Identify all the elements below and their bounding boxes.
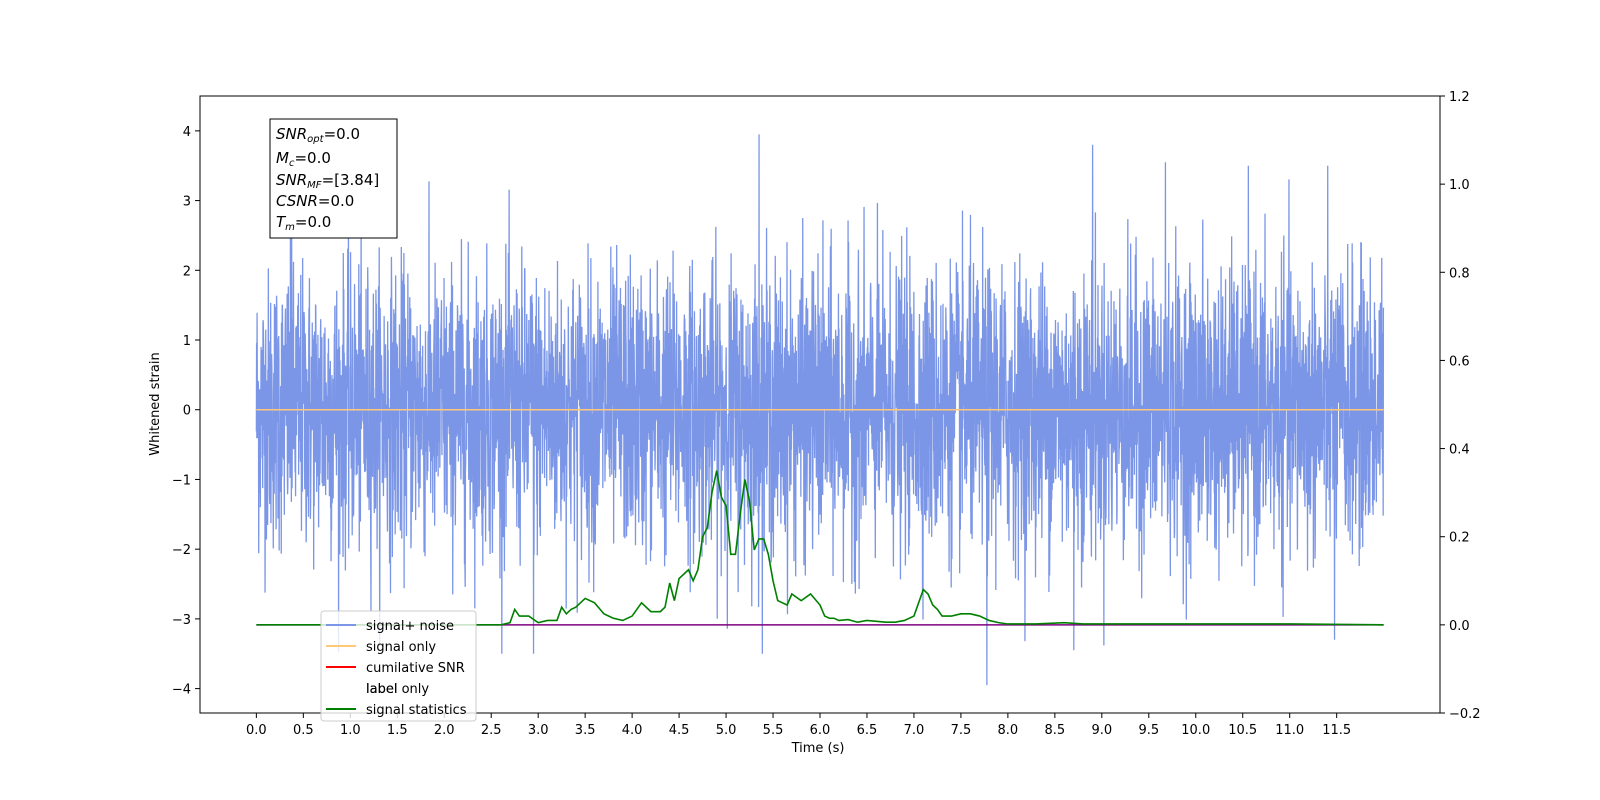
annotation-subscript: MF bbox=[307, 180, 322, 191]
x-tick-label: 9.5 bbox=[1138, 723, 1159, 738]
annotation-subscript: opt bbox=[307, 134, 324, 145]
y2-tick-label: −0.2 bbox=[1449, 707, 1481, 722]
x-tick-label: 11.5 bbox=[1322, 723, 1351, 738]
x-tick-label: 0.0 bbox=[246, 723, 267, 738]
y2-tick-label: 0.6 bbox=[1449, 354, 1470, 369]
y-tick-label: −4 bbox=[172, 683, 191, 698]
annotation-subscript: c bbox=[289, 158, 295, 169]
y-tick-label: 4 bbox=[183, 125, 191, 140]
x-tick-label: 5.0 bbox=[716, 723, 737, 738]
x-tick-label: 5.5 bbox=[763, 723, 784, 738]
y-axis-label: Whitened strain bbox=[148, 352, 163, 455]
x-tick-label: 6.0 bbox=[810, 723, 831, 738]
y-tick-label: 1 bbox=[183, 334, 191, 349]
y2-tick-label: 1.2 bbox=[1449, 90, 1470, 105]
plot-area bbox=[255, 123, 1385, 686]
annotation-symbol: M bbox=[276, 149, 289, 167]
x-tick-label: 4.5 bbox=[669, 723, 690, 738]
x-axis: 0.0 0.5 1.0 1.5 2.0 2.5 3.0 3.5 4.0 4.5 5.0 5.5 6.0 6… bbox=[246, 713, 1351, 738]
annotation-value: =[3.84] bbox=[322, 171, 380, 189]
y-tick-label: 2 bbox=[183, 264, 191, 279]
annotation-line: SNRopt=0.0 bbox=[276, 125, 360, 145]
y2-tick-label: 0.0 bbox=[1449, 619, 1470, 634]
annotation-value: =0.0 bbox=[295, 213, 331, 231]
annotation-line: Mc=0.0 bbox=[276, 149, 331, 169]
annotation-line: Tm=0.0 bbox=[276, 213, 331, 233]
annotation-line: SNRMF=[3.84] bbox=[276, 171, 379, 191]
legend-label: signal statistics bbox=[366, 703, 467, 718]
annotation-value: =0.0 bbox=[318, 192, 354, 210]
y2-tick-label: 0.4 bbox=[1449, 443, 1470, 458]
x-tick-label: 6.5 bbox=[857, 723, 878, 738]
annotation-box: SNRopt=0.0Mc=0.0SNRMF=[3.84]CSNR=0.0Tm=0… bbox=[269, 118, 398, 239]
legend-label: cumilative SNR bbox=[366, 661, 465, 676]
annotation-symbol: SNR bbox=[276, 125, 307, 143]
y-tick-label: 0 bbox=[183, 404, 191, 419]
y-axis-left: 4 3 2 1 0 −1 −2 −3 −4 bbox=[172, 125, 200, 698]
series-signal-statistics-line bbox=[256, 470, 1384, 626]
x-tick-label: 1.5 bbox=[387, 723, 408, 738]
legend-label: signal only bbox=[366, 640, 436, 655]
annotation-symbol: CSNR bbox=[276, 192, 318, 210]
y2-tick-label: 0.2 bbox=[1449, 531, 1470, 546]
y-tick-label: 3 bbox=[183, 195, 191, 210]
y-tick-label: −1 bbox=[172, 473, 191, 488]
x-tick-label: 7.0 bbox=[904, 723, 925, 738]
x-tick-label: 7.5 bbox=[951, 723, 972, 738]
x-tick-label: 1.0 bbox=[340, 723, 361, 738]
x-tick-label: 9.0 bbox=[1091, 723, 1112, 738]
x-tick-label: 10.5 bbox=[1228, 723, 1257, 738]
annotation-value: =0.0 bbox=[324, 125, 360, 143]
x-tick-label: 3.0 bbox=[528, 723, 549, 738]
annotation-line: CSNR=0.0 bbox=[276, 192, 354, 210]
annotation-value: =0.0 bbox=[294, 149, 330, 167]
x-tick-label: 3.5 bbox=[575, 723, 596, 738]
x-tick-label: 8.5 bbox=[1045, 723, 1066, 738]
annotation-subscript: m bbox=[285, 222, 295, 233]
legend: signal+ noise signal only cumilative SNR la… bbox=[320, 610, 477, 722]
annotation-symbol: SNR bbox=[276, 171, 307, 189]
annotation-symbol: T bbox=[276, 213, 287, 231]
y-axis-right: 1.2 1.0 0.8 0.6 0.4 0.2 0.0 −0.2 bbox=[1440, 90, 1481, 722]
x-tick-label: 10.0 bbox=[1181, 723, 1210, 738]
x-tick-label: 4.0 bbox=[622, 723, 643, 738]
x-tick-label: 11.0 bbox=[1275, 723, 1304, 738]
x-tick-label: 0.5 bbox=[293, 723, 314, 738]
x-tick-label: 8.0 bbox=[998, 723, 1019, 738]
x-tick-label: 2.0 bbox=[434, 723, 455, 738]
legend-label: label bbox=[366, 682, 397, 697]
legend-label: signal+ noise bbox=[366, 619, 454, 634]
legend-label: label only bbox=[366, 682, 429, 697]
x-axis-label: Time (s) bbox=[791, 741, 845, 756]
y2-tick-label: 0.8 bbox=[1449, 266, 1470, 281]
y-tick-label: −2 bbox=[172, 543, 191, 558]
series-signal-noise-line bbox=[255, 123, 1385, 686]
y-tick-label: −3 bbox=[172, 613, 191, 628]
y2-tick-label: 1.0 bbox=[1449, 178, 1470, 193]
x-tick-label: 2.5 bbox=[481, 723, 502, 738]
